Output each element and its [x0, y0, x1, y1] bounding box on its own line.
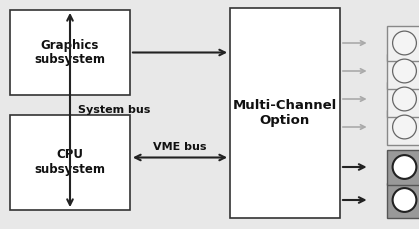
Circle shape [393, 87, 416, 111]
Bar [387, 54, 419, 88]
Text: VME bus: VME bus [153, 142, 207, 152]
Circle shape [393, 188, 416, 212]
Bar [387, 82, 419, 117]
Bar [387, 183, 419, 218]
Circle shape [393, 59, 416, 83]
Text: Multi-Channel
Option: Multi-Channel Option [233, 99, 337, 127]
Bar [230, 8, 340, 218]
Bar [387, 25, 419, 60]
Text: CPU
subsystem: CPU subsystem [34, 148, 106, 177]
Circle shape [393, 155, 416, 179]
Bar [387, 109, 419, 144]
Text: System bus: System bus [78, 105, 150, 115]
Bar [10, 115, 130, 210]
Circle shape [393, 115, 416, 139]
Text: Graphics
subsystem: Graphics subsystem [34, 38, 106, 66]
Circle shape [393, 31, 416, 55]
Bar [387, 150, 419, 185]
Bar [10, 10, 130, 95]
